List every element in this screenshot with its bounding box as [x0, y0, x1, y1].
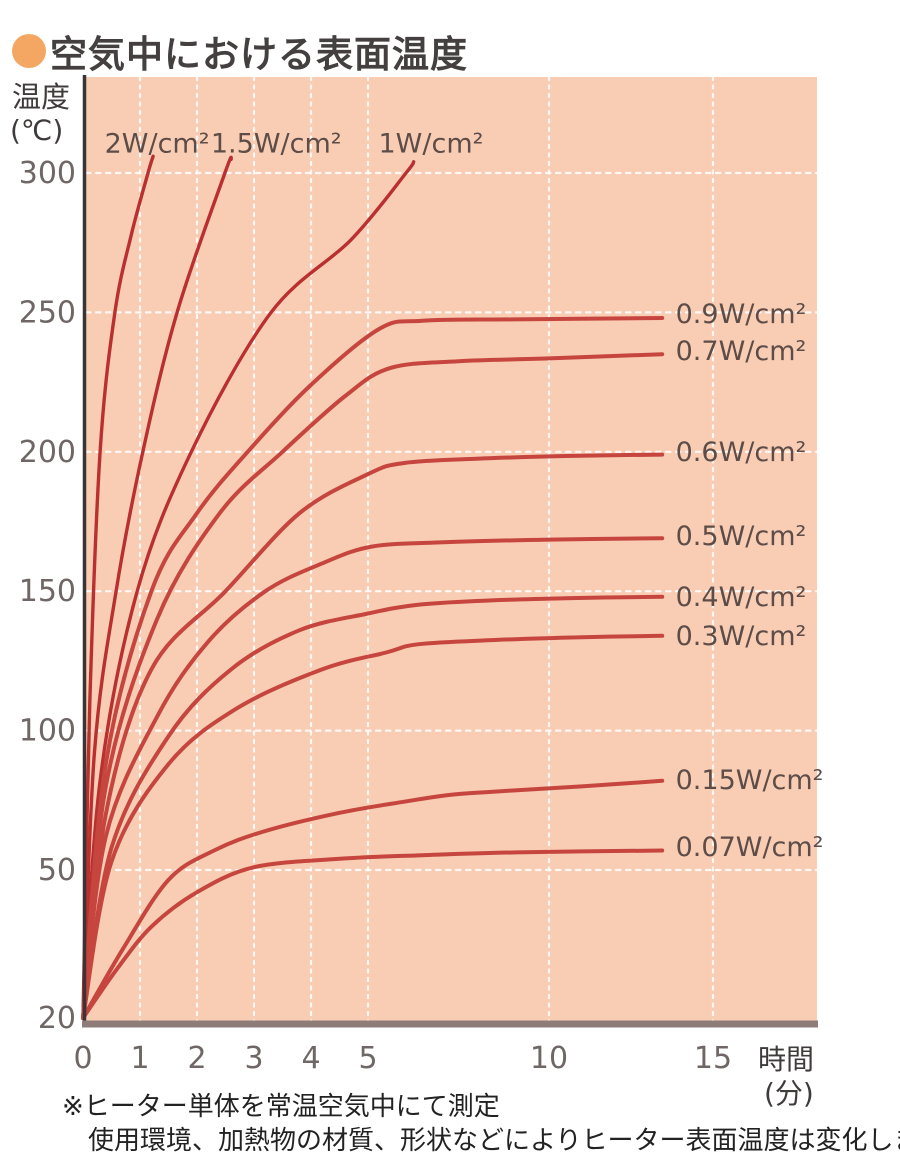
x-axis-title: 時間 [758, 1043, 815, 1076]
curve-0.3W [81, 633, 665, 1020]
curve-0.7W [81, 352, 665, 1020]
x-tick-label: 4 [301, 1041, 320, 1076]
curve-label: 1.5W/cm² [211, 128, 342, 159]
curve-0.5W [81, 536, 665, 1020]
curve-label: 0.6W/cm² [676, 437, 807, 468]
curve-1W [81, 160, 416, 1020]
y-tick-label: 150 [19, 574, 76, 609]
curve-label: 0.9W/cm² [676, 299, 807, 330]
curve-label: 2W/cm² [105, 128, 210, 159]
curve-0.6W [81, 452, 665, 1020]
curve-label: 1W/cm² [379, 128, 484, 159]
title-row: 空気中における表面温度 [12, 24, 468, 78]
y-tick-label: 250 [19, 295, 76, 330]
plot-area [83, 77, 817, 1022]
y-tick-label: 100 [19, 714, 76, 749]
curve-0.15W [81, 778, 665, 1020]
curve-label: 0.4W/cm² [676, 582, 807, 613]
curve-0.4W [81, 594, 665, 1020]
curve-2W [81, 154, 155, 1020]
y-axis-title: 温度 [12, 80, 71, 114]
y-tick-label: 300 [19, 156, 76, 191]
curve-label: 0.15W/cm² [676, 765, 824, 796]
x-tick-label: 0 [73, 1041, 92, 1076]
curve-1.5W [81, 155, 233, 1020]
footnote-line2: 使用環境、加熱物の材質、形状などによりヒーター表面温度は変化します。 [88, 1126, 900, 1156]
y-tick-label: 50 [38, 853, 76, 888]
x-tick-label: 1 [130, 1041, 149, 1076]
curve-label: 0.7W/cm² [676, 336, 807, 367]
y-tick-label: 200 [19, 435, 76, 470]
x-tick-label: 5 [358, 1041, 377, 1076]
bullet-icon [12, 34, 46, 68]
footnote-line1: ※ヒーター単体を常温空気中にて測定 [62, 1092, 500, 1122]
curve-label: 0.07W/cm² [676, 832, 824, 863]
x-tick-label: 10 [530, 1041, 568, 1076]
y-tick-label: 20 [38, 1001, 76, 1036]
x-tick-label: 15 [694, 1041, 732, 1076]
page-title: 空気中における表面温度 [50, 33, 468, 76]
x-tick-label: 2 [187, 1041, 206, 1076]
x-tick-label: 3 [244, 1041, 263, 1076]
curve-0.9W [81, 316, 665, 1020]
x-axis-unit: (分) [764, 1077, 814, 1110]
curve-label: 0.3W/cm² [676, 621, 807, 652]
y-axis-unit: (℃) [10, 114, 64, 147]
curve-label: 0.5W/cm² [676, 521, 807, 552]
curve-0.07W [81, 848, 665, 1020]
